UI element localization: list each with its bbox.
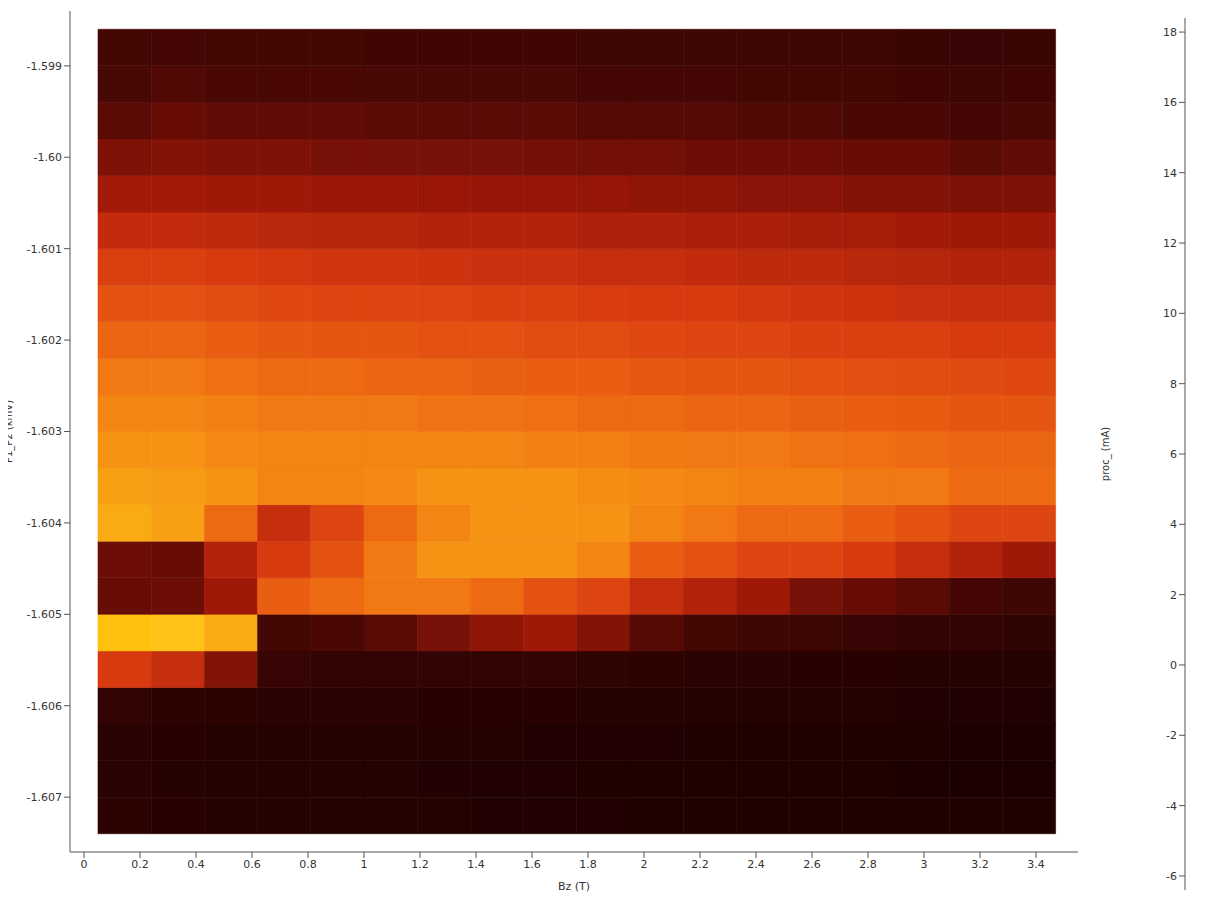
svg-text:16: 16 <box>1163 96 1177 109</box>
svg-text:-2: -2 <box>1166 729 1177 742</box>
svg-text:0.8: 0.8 <box>299 858 317 871</box>
svg-text:2: 2 <box>1170 589 1177 602</box>
svg-text:-1.604: -1.604 <box>27 517 62 530</box>
svg-text:3.2: 3.2 <box>971 858 989 871</box>
svg-text:14: 14 <box>1163 167 1177 180</box>
svg-text:12: 12 <box>1163 237 1177 250</box>
svg-text:0: 0 <box>1170 659 1177 672</box>
svg-text:-1.607: -1.607 <box>27 791 62 804</box>
svg-text:-6: -6 <box>1166 870 1177 883</box>
svg-text:2: 2 <box>641 858 648 871</box>
svg-text:P1_P2 (kmV): P1_P2 (kmV) <box>8 400 15 463</box>
svg-text:-4: -4 <box>1166 800 1177 813</box>
svg-text:-1.602: -1.602 <box>27 334 62 347</box>
svg-text:1.8: 1.8 <box>579 858 597 871</box>
svg-text:0.2: 0.2 <box>131 858 149 871</box>
svg-text:0.4: 0.4 <box>187 858 205 871</box>
svg-text:-1.605: -1.605 <box>27 608 62 621</box>
svg-text:0.6: 0.6 <box>243 858 261 871</box>
svg-text:1.2: 1.2 <box>411 858 429 871</box>
svg-text:1.4: 1.4 <box>467 858 485 871</box>
svg-text:2.6: 2.6 <box>803 858 821 871</box>
svg-text:2.2: 2.2 <box>691 858 709 871</box>
svg-text:Bz (T): Bz (T) <box>558 880 590 892</box>
svg-text:-1.601: -1.601 <box>27 243 62 256</box>
svg-text:0: 0 <box>81 858 88 871</box>
svg-text:-1.606: -1.606 <box>27 700 62 713</box>
svg-text:-1.60: -1.60 <box>34 151 62 164</box>
svg-text:-1.599: -1.599 <box>27 60 62 73</box>
svg-text:3: 3 <box>921 858 928 871</box>
svg-text:-1.603: -1.603 <box>27 425 62 438</box>
svg-text:2.4: 2.4 <box>747 858 765 871</box>
svg-text:2.8: 2.8 <box>859 858 877 871</box>
svg-text:proc_ (mA): proc_ (mA) <box>1100 427 1112 482</box>
svg-text:4: 4 <box>1170 518 1177 531</box>
svg-text:18: 18 <box>1163 26 1177 39</box>
svg-text:3.4: 3.4 <box>1027 858 1045 871</box>
svg-text:1: 1 <box>361 858 368 871</box>
svg-text:1.6: 1.6 <box>523 858 541 871</box>
svg-text:10: 10 <box>1163 307 1177 320</box>
svg-text:8: 8 <box>1170 378 1177 391</box>
svg-text:6: 6 <box>1170 448 1177 461</box>
